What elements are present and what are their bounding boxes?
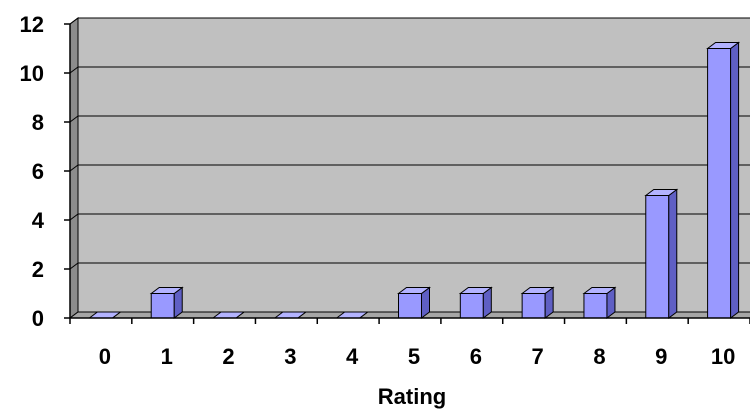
x-tick-label: 10 [711,344,735,369]
bar-front [583,293,608,319]
bar-side [730,41,740,319]
x-tick-label: 8 [593,344,605,369]
bar-1 [149,286,184,319]
gridline-side [69,115,79,123]
bar-front [150,293,175,319]
y-tick-label: 8 [32,110,44,135]
y-tick-label: 0 [32,306,44,331]
bar-front [521,293,546,319]
bar-front [707,48,732,319]
bar-front [459,293,484,319]
gridlines [69,17,750,270]
bar-side [668,188,678,319]
y-tick-label: 10 [20,61,44,86]
bar-8 [582,286,617,319]
y-tick-label: 6 [32,159,44,184]
gridline-side [69,17,79,25]
bar-top [458,287,493,294]
bar-top [397,287,431,294]
x-tick-label: 6 [470,344,482,369]
gridline-side [69,164,79,172]
bar-7 [520,286,555,319]
y-tick-label: 2 [32,257,44,282]
bar-6 [458,286,493,319]
x-tick-label: 7 [532,344,544,369]
bar-10 [706,41,741,319]
bar-5 [397,286,431,319]
x-tick-label: 3 [284,344,296,369]
bar-top [520,287,555,294]
y-tick-label: 12 [20,12,44,37]
y-tick-labels: 0 2 4 6 8 10 12 [20,12,45,331]
bar-top [149,287,184,294]
x-tick-label: 0 [99,344,111,369]
gridline-side [69,66,79,74]
bar-front [645,195,670,319]
x-tick-label: 5 [408,344,420,369]
x-tick-label: 1 [161,344,173,369]
x-tick-label: 4 [346,344,359,369]
x-tick-label: 2 [222,344,234,369]
axes [64,23,750,324]
y-tick-label: 4 [32,208,45,233]
gridline-side [69,262,79,270]
bar-9 [644,188,679,319]
x-axis-title: Rating [378,384,446,409]
bar-top [706,42,741,49]
gridline-side [69,213,79,221]
bar-front [398,293,422,319]
x-tick-label: 9 [655,344,667,369]
bar-top [644,189,679,196]
bar-top [582,287,617,294]
bars [87,41,741,319]
x-tick-labels: 0 1 2 3 4 5 6 7 8 9 10 [99,344,736,369]
